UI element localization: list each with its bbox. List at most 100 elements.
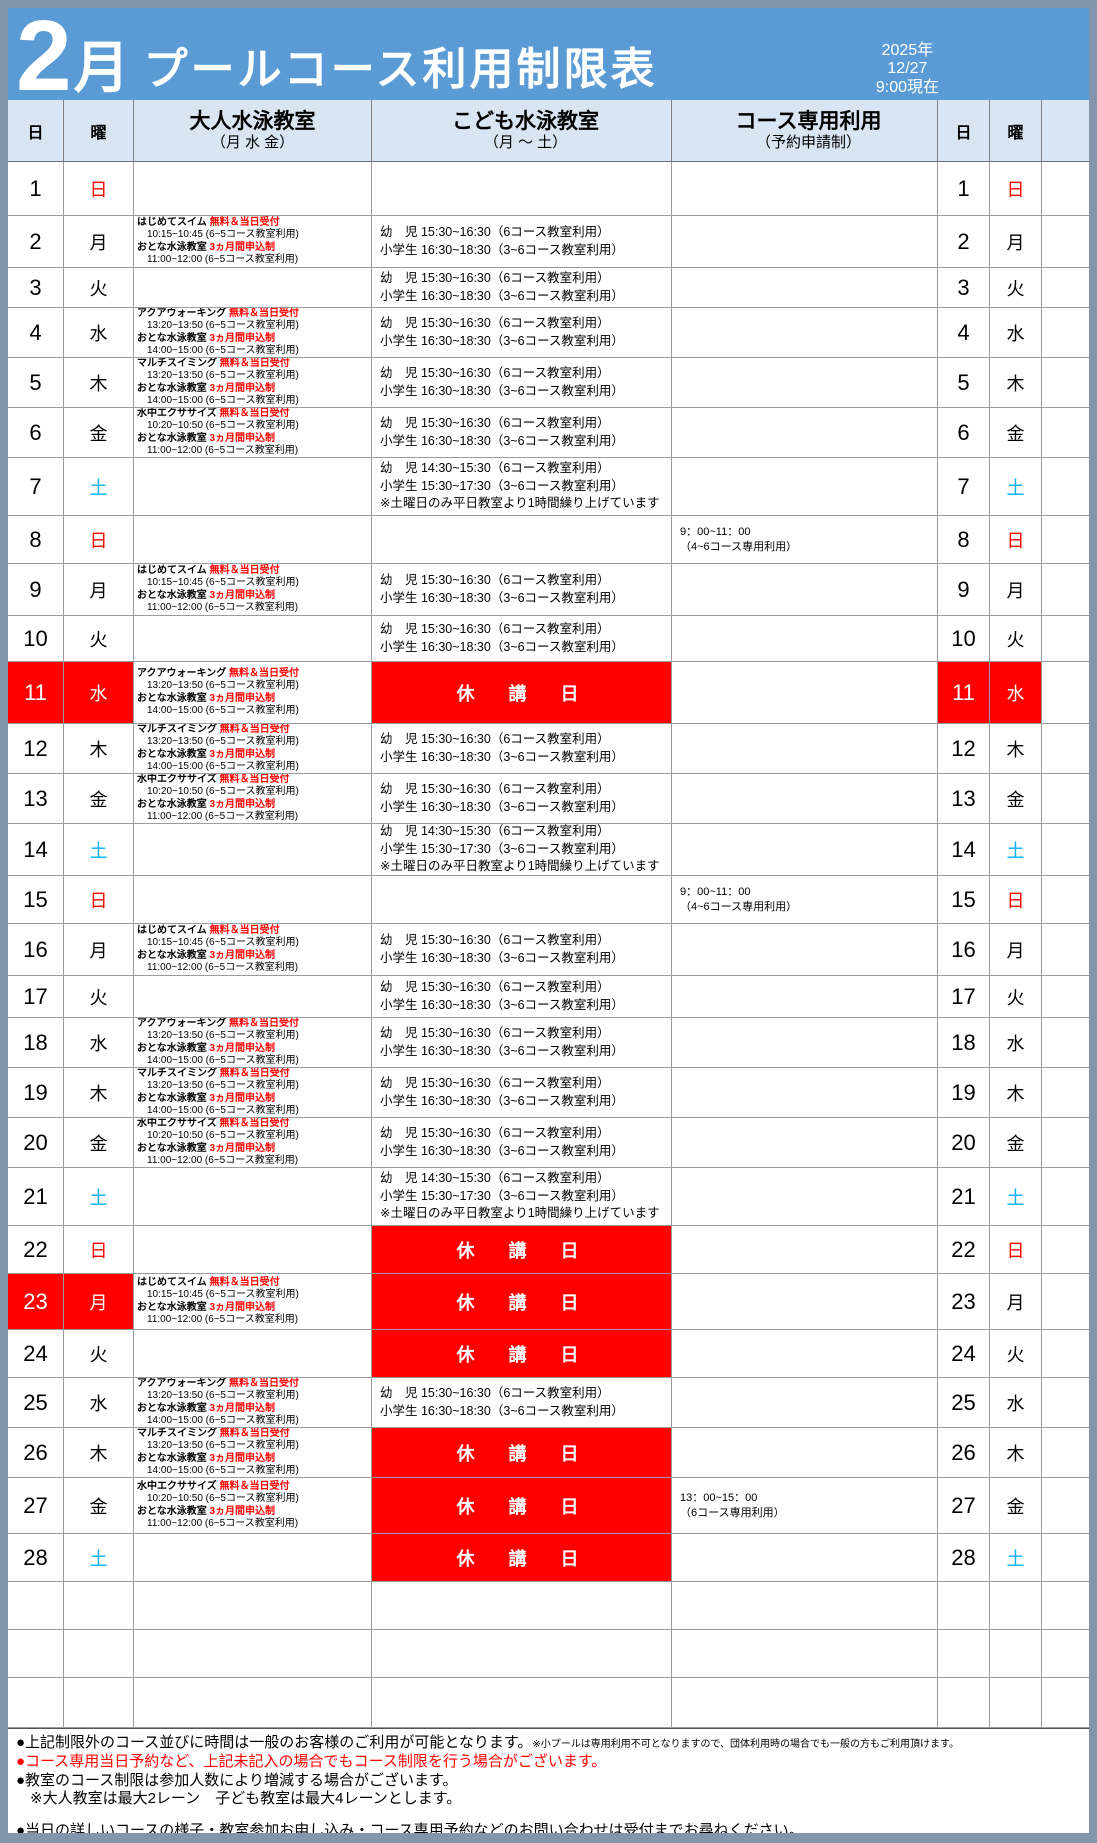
adult-class-cell [134, 1226, 372, 1273]
table-row-day-9: 9 月はじめてスイム 無料＆当日受付 10:15~10:45 (6~5コース教室利用… [8, 564, 1089, 616]
adult-program-time: 13:20~13:50 (6~5コース教室利用) [147, 370, 299, 381]
updated-time: 9:00現在 [875, 78, 939, 96]
table-row-empty [8, 1582, 1089, 1630]
children-class-cell [372, 1630, 672, 1677]
day-cell-right: 20 [938, 1118, 990, 1167]
closed-day-label: 休 講 日 [456, 1240, 587, 1261]
day-cell-left: 13 [8, 774, 64, 823]
course-cell [672, 564, 938, 615]
weekday-cell-right: 木 [990, 1068, 1042, 1117]
adult-class-cell: はじめてスイム 無料＆当日受付 10:15~10:45 (6~5コース教室利用) お… [134, 924, 372, 975]
adult-class-cell [134, 162, 372, 215]
weekday-cell-right: 金 [990, 408, 1042, 457]
adult-program-name: 水中エクササイズ [137, 774, 217, 785]
footer-notes: ●上記制限外のコース並びに時間は一般のお客様のご利用が可能となります。※小プール… [8, 1728, 1089, 1833]
day-cell-right [938, 1630, 990, 1677]
right-gutter [1042, 724, 1089, 773]
right-gutter [1042, 662, 1089, 723]
day-cell-left: 14 [8, 824, 64, 875]
children-class-cell: 休 講 日 [372, 1330, 672, 1377]
adult-class-cell: アクアウォーキング 無料＆当日受付 13:20~13:50 (6~5コース教室利用… [134, 1018, 372, 1067]
weekday-cell-right [990, 1678, 1042, 1727]
updated-timestamp: 2025年 12/27 9:00現在 [876, 42, 939, 97]
closed-day-label: 休 講 日 [456, 683, 587, 704]
children-program-line: 幼 児 15:30~16:30（6コース教室利用） [380, 573, 610, 587]
table-row-empty [8, 1678, 1089, 1728]
adult-program-name: はじめてスイム [137, 924, 207, 936]
day-cell-right: 4 [938, 308, 990, 357]
table-row-day-11: 11 水アクアウォーキング 無料＆当日受付 13:20~13:50 (6~5コース教… [8, 662, 1089, 724]
adult-program-name2: おとな水泳教室 [137, 241, 207, 253]
course-cell [672, 1274, 938, 1329]
adult-program-tag2: 3ヵ月間申込制 [209, 432, 276, 444]
day-cell-left [8, 1678, 64, 1727]
day-cell-right: 17 [938, 976, 990, 1017]
children-program-line: 小学生 16:30~18:30（3~6コース教室利用） [380, 1093, 624, 1108]
children-program-line: 小学生 16:30~18:30（3~6コース教室利用） [380, 242, 624, 257]
adult-class-cell [134, 458, 372, 515]
course-cell [672, 408, 938, 457]
adult-program-name2: おとな水泳教室 [137, 589, 207, 601]
adult-class-cell: はじめてスイム 無料＆当日受付 10:15~10:45 (6~5コース教室利用) お… [134, 1274, 372, 1329]
right-gutter [1042, 1018, 1089, 1067]
children-program-line: 小学生 15:30~17:30（3~6コース教室利用） [380, 841, 624, 856]
table-row-day-18: 18 水アクアウォーキング 無料＆当日受付 13:20~13:50 (6~5コース教… [8, 1018, 1089, 1068]
closed-day-label: 休 講 日 [456, 1496, 587, 1517]
adult-program-name2: おとな水泳教室 [137, 1301, 207, 1313]
course-cell [672, 1378, 938, 1427]
children-class-cell: 休 講 日 [372, 1226, 672, 1273]
course-cell [672, 774, 938, 823]
children-class-cell: 幼 児 15:30~16:30（6コース教室利用） 小学生 16:30~18:30… [372, 564, 672, 615]
children-program-line: 小学生 16:30~18:30（3~6コース教室利用） [380, 1143, 624, 1158]
children-program-line: 幼 児 15:30~16:30（6コース教室利用） [380, 416, 610, 430]
adult-program-tag: 無料＆当日受付 [219, 774, 290, 785]
table-row-day-24: 24 火休 講 日 24 火 [8, 1330, 1089, 1378]
weekday-cell-right [990, 1630, 1042, 1677]
adult-program-name2: おとな水泳教室 [137, 798, 207, 810]
course-cell [672, 1018, 938, 1067]
adult-program-time: 10:20~10:50 (6~5コース教室利用) [147, 1493, 299, 1504]
course-cell: 9：00~11：00 （4~6コース専用利用） [672, 876, 938, 923]
course-cell [672, 268, 938, 307]
weekday-cell-left [64, 1630, 134, 1677]
adult-program-tag2: 3ヵ月間申込制 [209, 1042, 276, 1054]
weekday-cell-left: 月 [64, 216, 134, 267]
children-program-line: 小学生 15:30~17:30（3~6コース教室利用） [380, 478, 624, 493]
adult-program-tag: 無料＆当日受付 [209, 1276, 280, 1288]
day-cell-left: 5 [8, 358, 64, 407]
adult-program-time2: 14:00~15:00 (6~5コース教室利用) [147, 395, 299, 406]
weekday-cell-left: 月 [64, 1274, 134, 1329]
children-program-line: 幼 児 15:30~16:30（6コース教室利用） [380, 1126, 610, 1140]
children-program: 幼 児 15:30~16:30（6コース教室利用） 小学生 16:30~18:30… [380, 621, 624, 656]
weekday-cell-right: 月 [990, 924, 1042, 975]
table-row-day-15: 15 日 9：00~11：00 （4~6コース専用利用） 15 日 [8, 876, 1089, 924]
weekday-cell-right: 金 [990, 774, 1042, 823]
adult-program-time: 10:15~10:45 (6~5コース教室利用) [147, 229, 299, 240]
children-program-line: 幼 児 15:30~16:30（6コース教室利用） [380, 622, 610, 636]
children-program: 幼 児 15:30~16:30（6コース教室利用） 小学生 16:30~18:30… [380, 979, 624, 1014]
adult-program-time2: 11:00~12:00 (6~5コース教室利用) [147, 1518, 299, 1529]
table-row-day-2: 2 月はじめてスイム 無料＆当日受付 10:15~10:45 (6~5コース教室利用… [8, 216, 1089, 268]
adult-program: アクアウォーキング 無料＆当日受付 13:20~13:50 (6~5コース教室利用… [137, 308, 368, 357]
day-cell-left [8, 1582, 64, 1629]
weekday-cell-right: 木 [990, 724, 1042, 773]
weekday-cell-left: 金 [64, 1118, 134, 1167]
table-row-day-25: 25 水アクアウォーキング 無料＆当日受付 13:20~13:50 (6~5コース教… [8, 1378, 1089, 1428]
course-cell [672, 1118, 938, 1167]
adult-class-cell [134, 1168, 372, 1225]
children-program: 幼 児 14:30~15:30（6コース教室利用） 小学生 15:30~17:30… [380, 460, 660, 513]
adult-class-cell [134, 1330, 372, 1377]
adult-program-name: マルチスイミング [137, 724, 217, 735]
adult-class-cell: アクアウォーキング 無料＆当日受付 13:20~13:50 (6~5コース教室利用… [134, 1378, 372, 1427]
course-time: 9：00~11：00 [680, 525, 751, 538]
right-gutter [1042, 216, 1089, 267]
adult-program: マルチスイミング 無料＆当日受付 13:20~13:50 (6~5コース教室利用)… [137, 724, 368, 773]
children-class-cell [372, 162, 672, 215]
weekday-cell-left: 水 [64, 662, 134, 723]
children-class-cell: 幼 児 15:30~16:30（6コース教室利用） 小学生 16:30~18:30… [372, 216, 672, 267]
course-cell [672, 358, 938, 407]
right-gutter [1042, 308, 1089, 357]
right-gutter [1042, 100, 1089, 161]
children-class-cell: 幼 児 15:30~16:30（6コース教室利用） 小学生 16:30~18:30… [372, 408, 672, 457]
